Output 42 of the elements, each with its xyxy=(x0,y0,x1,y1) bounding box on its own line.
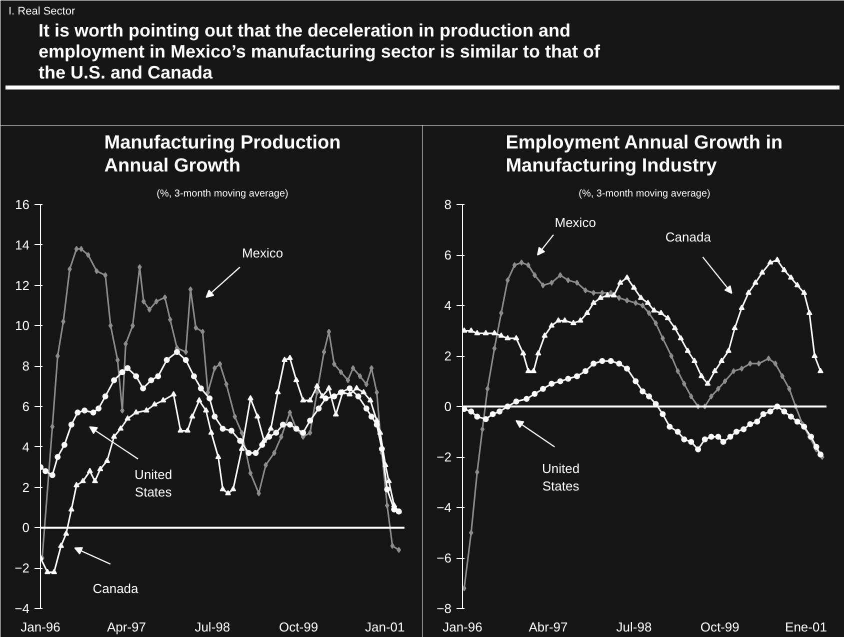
chart-subtitle: (%, 3-month moving average) xyxy=(156,188,288,200)
y-tick-label: 10 xyxy=(15,318,30,334)
x-tick-label: Jan-96 xyxy=(442,620,482,634)
x-tick-label: Ene-01 xyxy=(785,620,827,634)
x-tick-label: Apr-97 xyxy=(106,620,146,634)
x-tick-label: Oct-99 xyxy=(279,620,318,634)
annotation: United States xyxy=(134,467,172,500)
chart-title: Employment Annual Growth in Manufacturing Industry xyxy=(506,132,783,176)
chart-title: Manufacturing Production Annual Growth xyxy=(104,132,341,176)
y-tick-label: −8 xyxy=(436,601,452,616)
x-tick-label: Jul-98 xyxy=(194,620,230,634)
chart-subtitle: (%, 3-month moving average) xyxy=(578,188,710,200)
text: I. Real Sector xyxy=(8,6,76,18)
y-tick-label: 16 xyxy=(15,197,30,212)
y-tick-label: 14 xyxy=(15,237,30,252)
x-tick-label: Jan-01 xyxy=(365,620,405,634)
y-tick-label: 2 xyxy=(22,480,30,495)
y-tick-label: 8 xyxy=(444,197,452,212)
y-tick-label: 6 xyxy=(22,399,30,414)
y-tick-label: −2 xyxy=(436,450,452,464)
annotation: United States xyxy=(542,461,580,494)
annotation: Mexico xyxy=(554,215,596,230)
y-tick-label: 2 xyxy=(444,348,452,364)
y-tick-label: −4 xyxy=(436,500,452,515)
y-tick-label: 0 xyxy=(444,399,452,414)
y-tick-label: −6 xyxy=(436,550,452,566)
y-tick-label: −2 xyxy=(14,560,30,576)
y-tick-label: 12 xyxy=(15,278,30,293)
annotation: Canada xyxy=(92,580,140,596)
y-tick-label: 4 xyxy=(22,439,30,454)
y-tick-label: 8 xyxy=(22,358,30,374)
annotation: Canada xyxy=(665,229,712,244)
y-tick-label: −4 xyxy=(14,601,30,616)
y-tick-label: 6 xyxy=(444,248,452,262)
y-tick-label: 4 xyxy=(444,298,452,313)
y-tick-label: 0 xyxy=(22,520,30,536)
x-tick-label: Abr-97 xyxy=(528,620,568,634)
x-tick-label: Jan-96 xyxy=(20,620,60,634)
text: It is worth pointing out that the deceleration in production and employment in Mexico’s manufacturing sector is similar to that of the U.S. and Canada xyxy=(38,20,601,82)
x-tick-label: Jul-98 xyxy=(616,620,652,634)
x-tick-label: Oct-99 xyxy=(700,620,740,634)
annotation: Mexico xyxy=(242,245,284,260)
